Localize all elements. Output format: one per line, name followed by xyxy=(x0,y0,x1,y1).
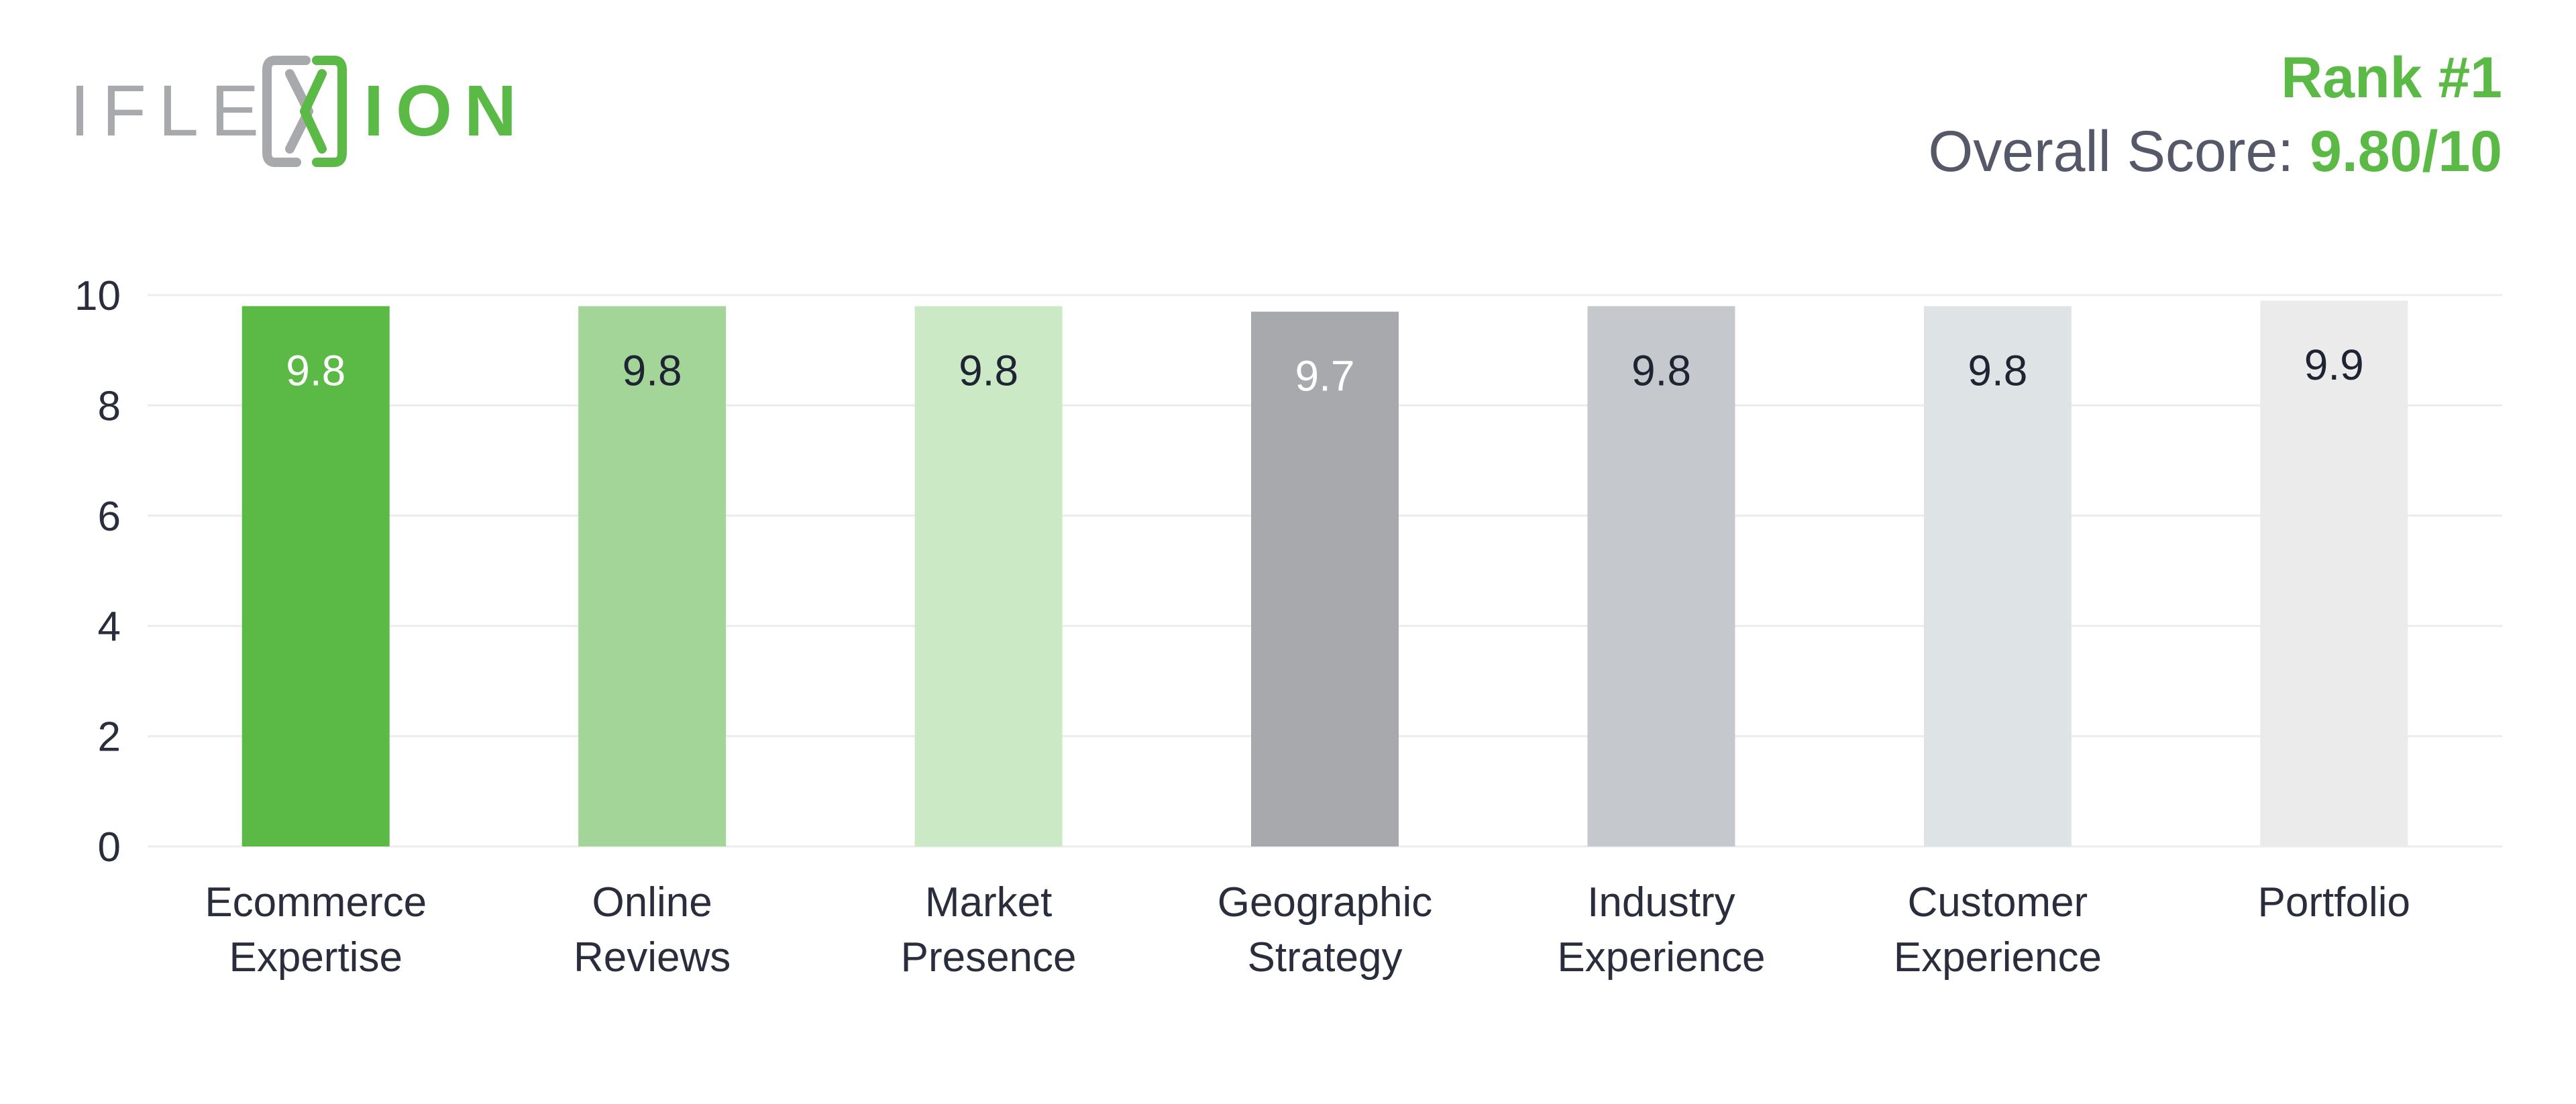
logo-x-right xyxy=(300,69,327,154)
x-category-label: Experience xyxy=(1557,934,1765,981)
rank-text: Rank #1 xyxy=(2281,46,2502,110)
x-category-label: Online xyxy=(592,879,712,926)
bar-value-label: 9.9 xyxy=(2304,341,2364,389)
y-tick-label: 8 xyxy=(98,383,121,429)
iflexion-logo: IFLE ION xyxy=(70,56,529,167)
x-category-label: Strategy xyxy=(1248,934,1403,981)
x-category-label: Experience xyxy=(1894,934,2102,981)
bar-value-label: 9.8 xyxy=(623,346,682,394)
x-category-label: Presence xyxy=(901,934,1077,981)
x-category-label: Reviews xyxy=(574,934,731,981)
logo-text-right: ION xyxy=(364,70,529,151)
bar xyxy=(1251,311,1399,846)
x-category-label: Industry xyxy=(1587,879,1735,926)
bar xyxy=(578,306,727,846)
x-category-label: Geographic xyxy=(1218,879,1433,926)
y-tick-label: 2 xyxy=(98,714,121,761)
bar-value-label: 9.8 xyxy=(286,346,345,394)
overall-score-label: Overall Score: xyxy=(1928,119,2310,184)
bar-value-label: 9.8 xyxy=(959,346,1018,394)
bar-value-label: 9.8 xyxy=(1631,346,1691,394)
logo-bracket-left xyxy=(262,56,311,167)
y-tick-label: 6 xyxy=(98,494,121,540)
bar xyxy=(1587,306,1735,846)
x-category-label: Market xyxy=(925,879,1052,926)
score-header: Rank #1 Overall Score: 9.80/10 xyxy=(1928,42,2502,189)
x-category-label: Ecommerce xyxy=(205,879,427,926)
bar xyxy=(1923,306,2072,846)
y-tick-label: 4 xyxy=(98,604,121,650)
bar xyxy=(241,306,390,846)
y-tick-label: 10 xyxy=(74,273,121,319)
logo-text-left: IFLE xyxy=(70,70,271,151)
x-category-label: Expertise xyxy=(229,934,402,981)
bar-value-label: 9.7 xyxy=(1295,352,1355,400)
overall-score-value: 9.80/10 xyxy=(2310,119,2502,184)
bar-value-label: 9.8 xyxy=(1968,346,2027,394)
logo-bracket-right xyxy=(312,56,347,167)
y-tick-label: 0 xyxy=(98,824,121,871)
bar xyxy=(914,306,1063,846)
x-category-label: Portfolio xyxy=(2258,879,2410,926)
x-category-label: Customer xyxy=(1907,879,2088,926)
overall-score: Overall Score: 9.80/10 xyxy=(1928,114,2502,189)
bar xyxy=(2260,300,2408,847)
